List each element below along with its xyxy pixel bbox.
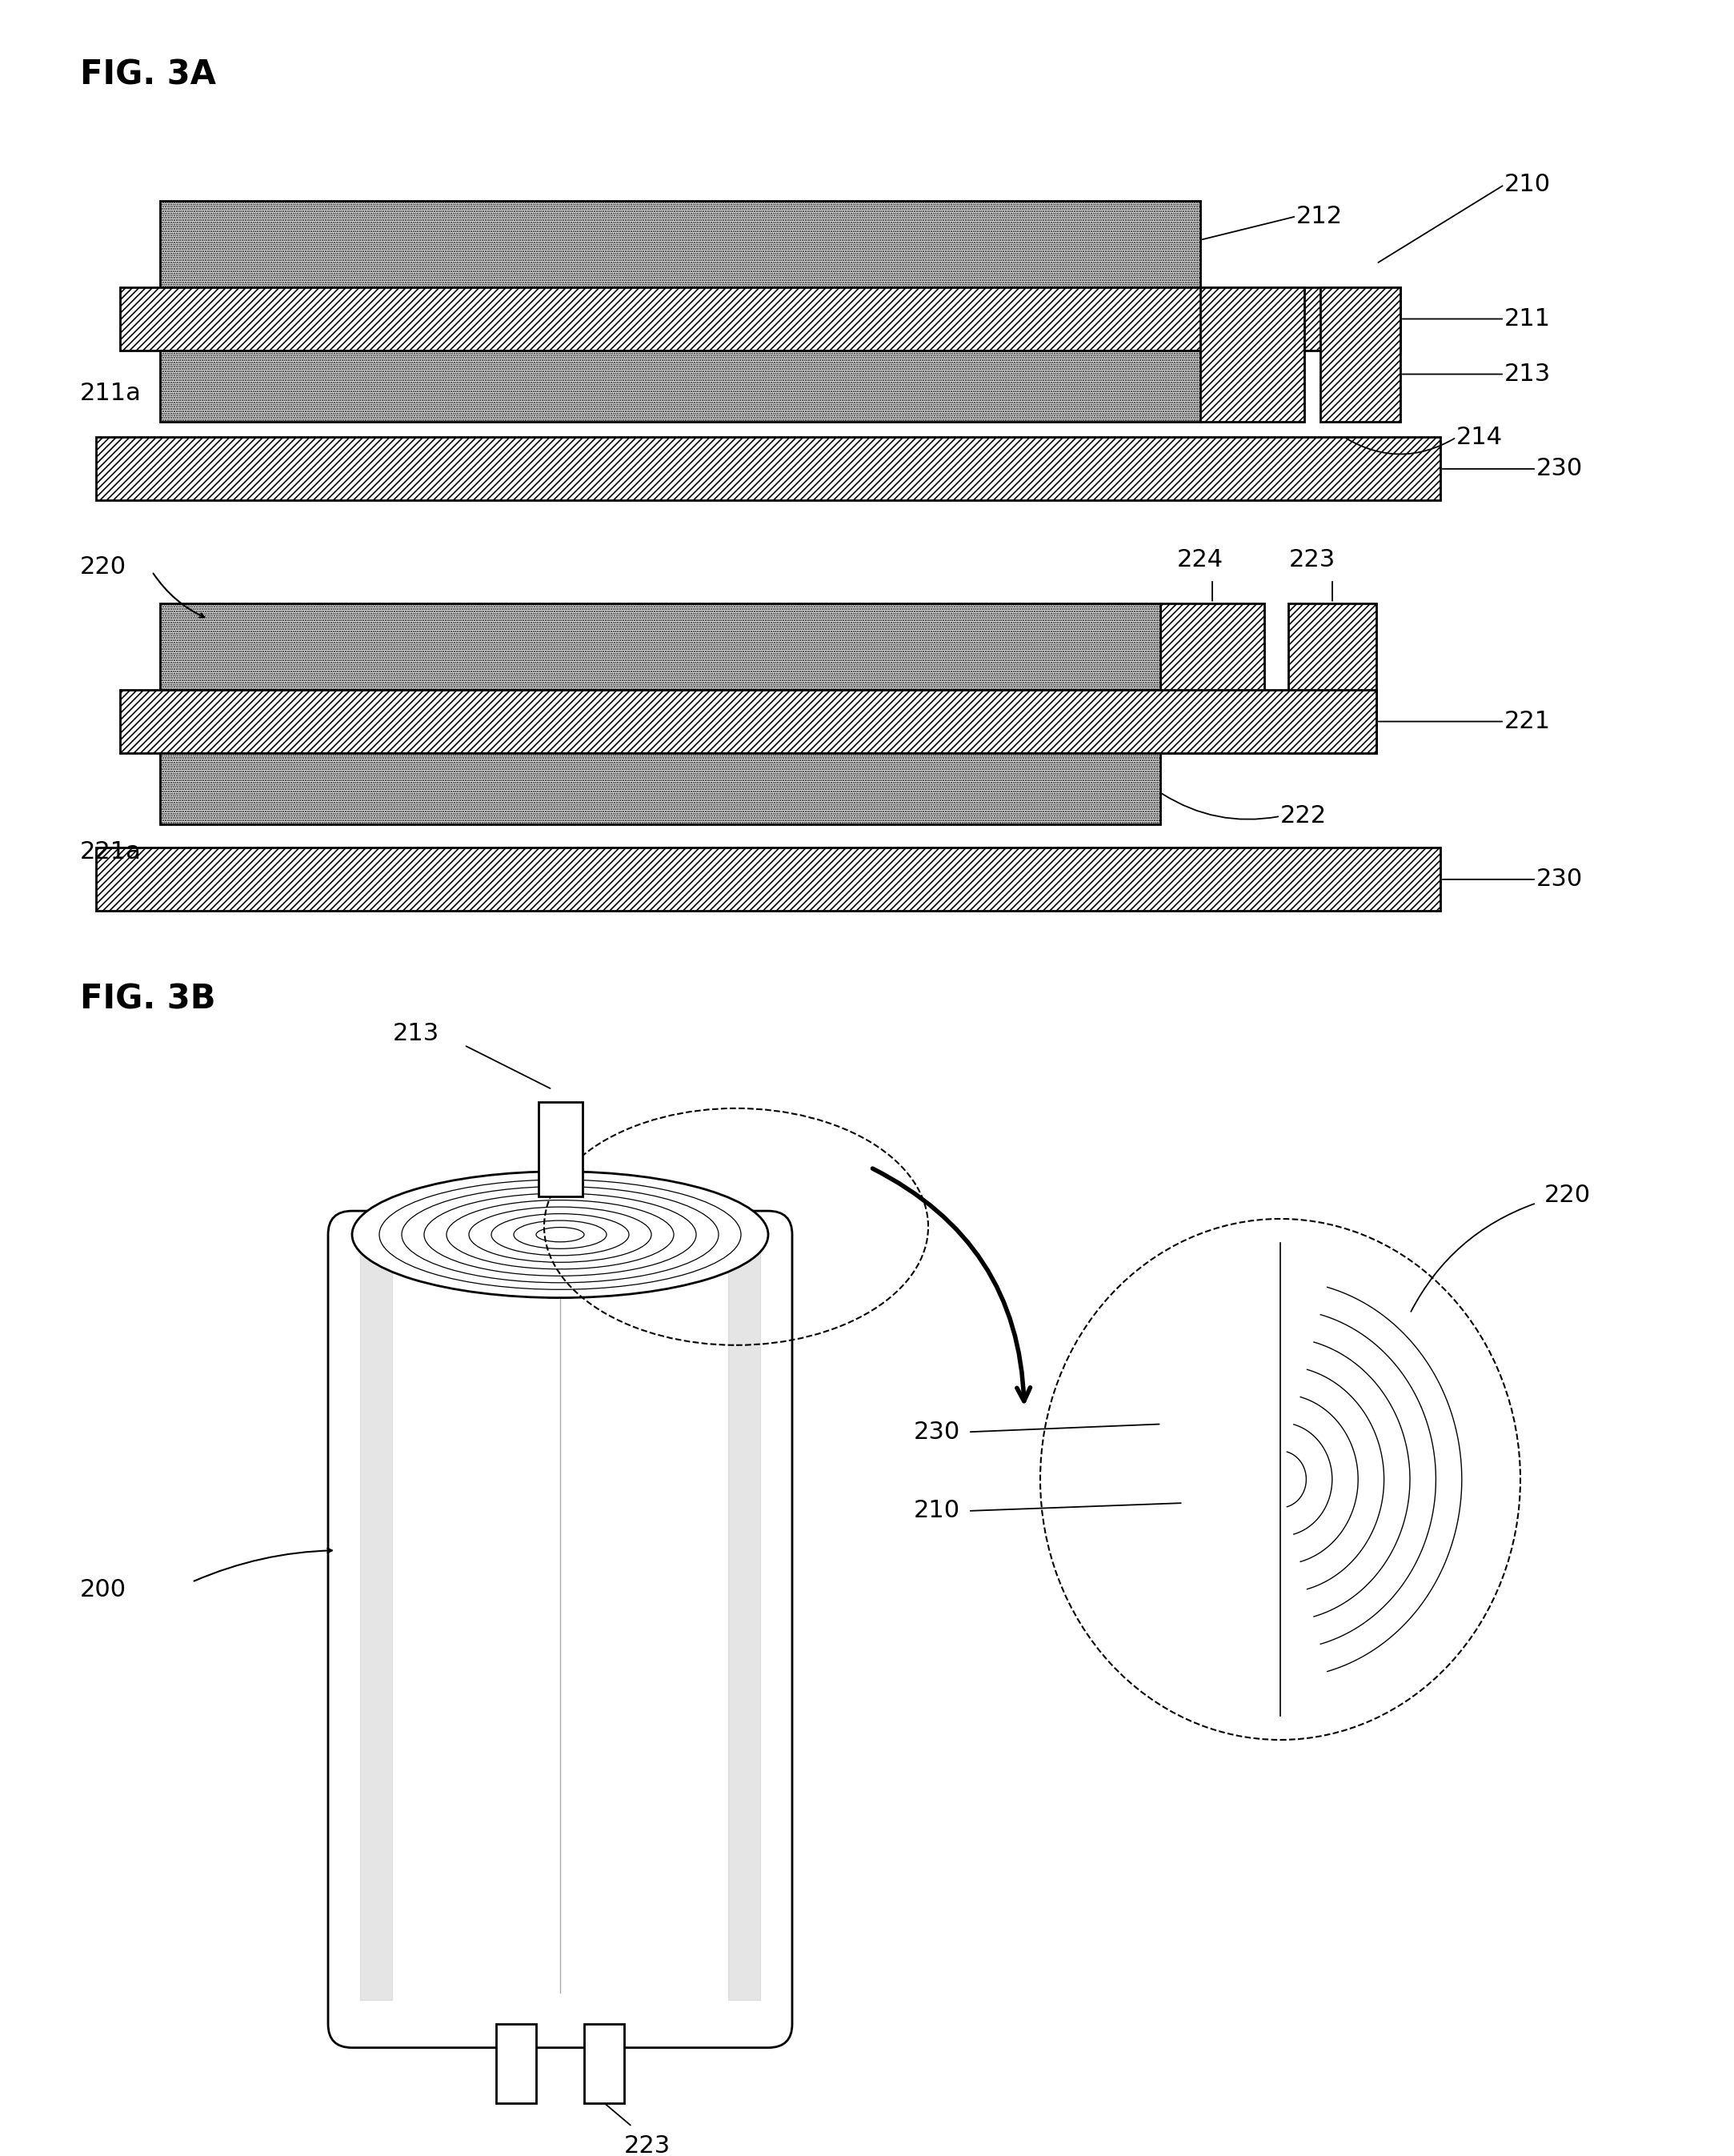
Text: 214: 214 [1457, 425, 1503, 448]
Text: 221a: 221a [80, 841, 142, 862]
Bar [1320, 287, 1401, 423]
Bar [95, 438, 1441, 500]
Text: 230: 230 [914, 1421, 961, 1445]
Bar [496, 2024, 536, 2102]
Text: 213: 213 [394, 1022, 439, 1046]
Text: 223: 223 [624, 2134, 671, 2156]
Text: 222: 222 [1280, 804, 1327, 828]
Bar [1288, 604, 1377, 752]
Text: 230: 230 [1536, 867, 1583, 890]
Ellipse shape [352, 1171, 768, 1298]
FancyBboxPatch shape [328, 1212, 792, 2048]
Text: 210: 210 [1505, 172, 1550, 196]
Text: FIG. 3B: FIG. 3B [80, 981, 215, 1015]
Bar [120, 690, 1377, 752]
Text: 221: 221 [1505, 709, 1550, 733]
Text: 230: 230 [1536, 457, 1583, 481]
Bar [120, 287, 1401, 351]
Text: 223: 223 [1288, 548, 1335, 571]
Bar [160, 752, 1160, 824]
Bar [1160, 604, 1264, 752]
Bar [160, 201, 1200, 287]
Text: 213: 213 [1505, 362, 1550, 386]
Text: 224: 224 [1177, 548, 1224, 571]
Text: 200: 200 [80, 1578, 127, 1602]
Text: 220: 220 [1545, 1184, 1590, 1207]
Text: 212: 212 [1297, 205, 1342, 229]
Text: 220: 220 [80, 556, 127, 580]
Text: FIG. 3A: FIG. 3A [80, 58, 217, 93]
Text: 210: 210 [914, 1498, 961, 1522]
Bar [160, 604, 1160, 690]
Bar [1200, 287, 1304, 423]
Bar [160, 351, 1200, 423]
Text: 211: 211 [1505, 308, 1550, 330]
Bar [95, 847, 1441, 912]
Bar [538, 1102, 583, 1197]
Bar [584, 2024, 624, 2102]
Text: 211a: 211a [80, 382, 142, 405]
